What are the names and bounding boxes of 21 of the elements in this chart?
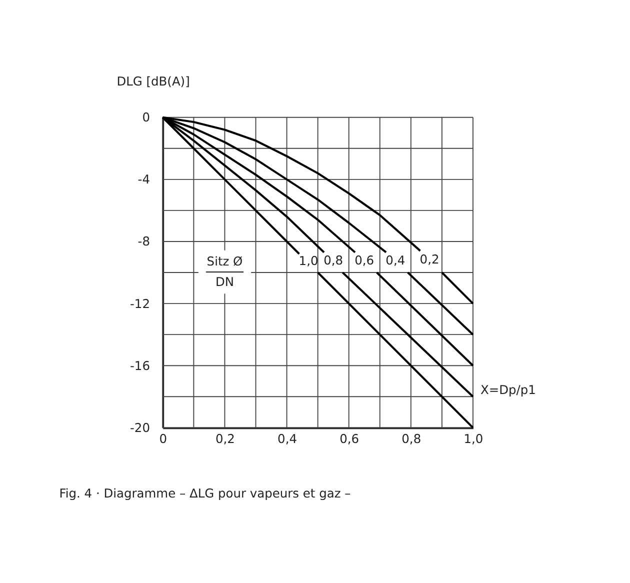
y-tick-label: -20 [130, 420, 150, 435]
series-label: 0,2 [420, 252, 440, 267]
legend-title: Sitz Ø DN [206, 254, 243, 290]
y-tick-label: 0 [142, 110, 150, 125]
series-label: 1,0 [298, 254, 318, 268]
x-tick-label: 0,6 [340, 432, 360, 446]
y-tick-label: -16 [130, 358, 150, 373]
x-tick-label: 0,4 [278, 432, 298, 446]
series-label: 0,8 [324, 253, 344, 268]
series-label: 0,4 [386, 253, 406, 268]
y-tick-label: -8 [138, 234, 150, 249]
x-tick-label: 0 [159, 432, 168, 446]
y-tick-label: -12 [130, 296, 150, 311]
x-axis-title: X=Dp/p1 [480, 382, 536, 397]
caption: Fig. 4 · Diagramme – ΔLG pour vapeurs et gaz – [59, 486, 351, 500]
x-tick-label: 1,0 [464, 432, 484, 446]
series-label: 0,6 [354, 253, 374, 268]
x-tick-label: 0,8 [402, 432, 422, 446]
x-tick-label: 0,2 [215, 432, 235, 446]
y-axis-title: DLG [dB(A)] [116, 74, 190, 88]
y-tick-label: -4 [138, 172, 150, 187]
